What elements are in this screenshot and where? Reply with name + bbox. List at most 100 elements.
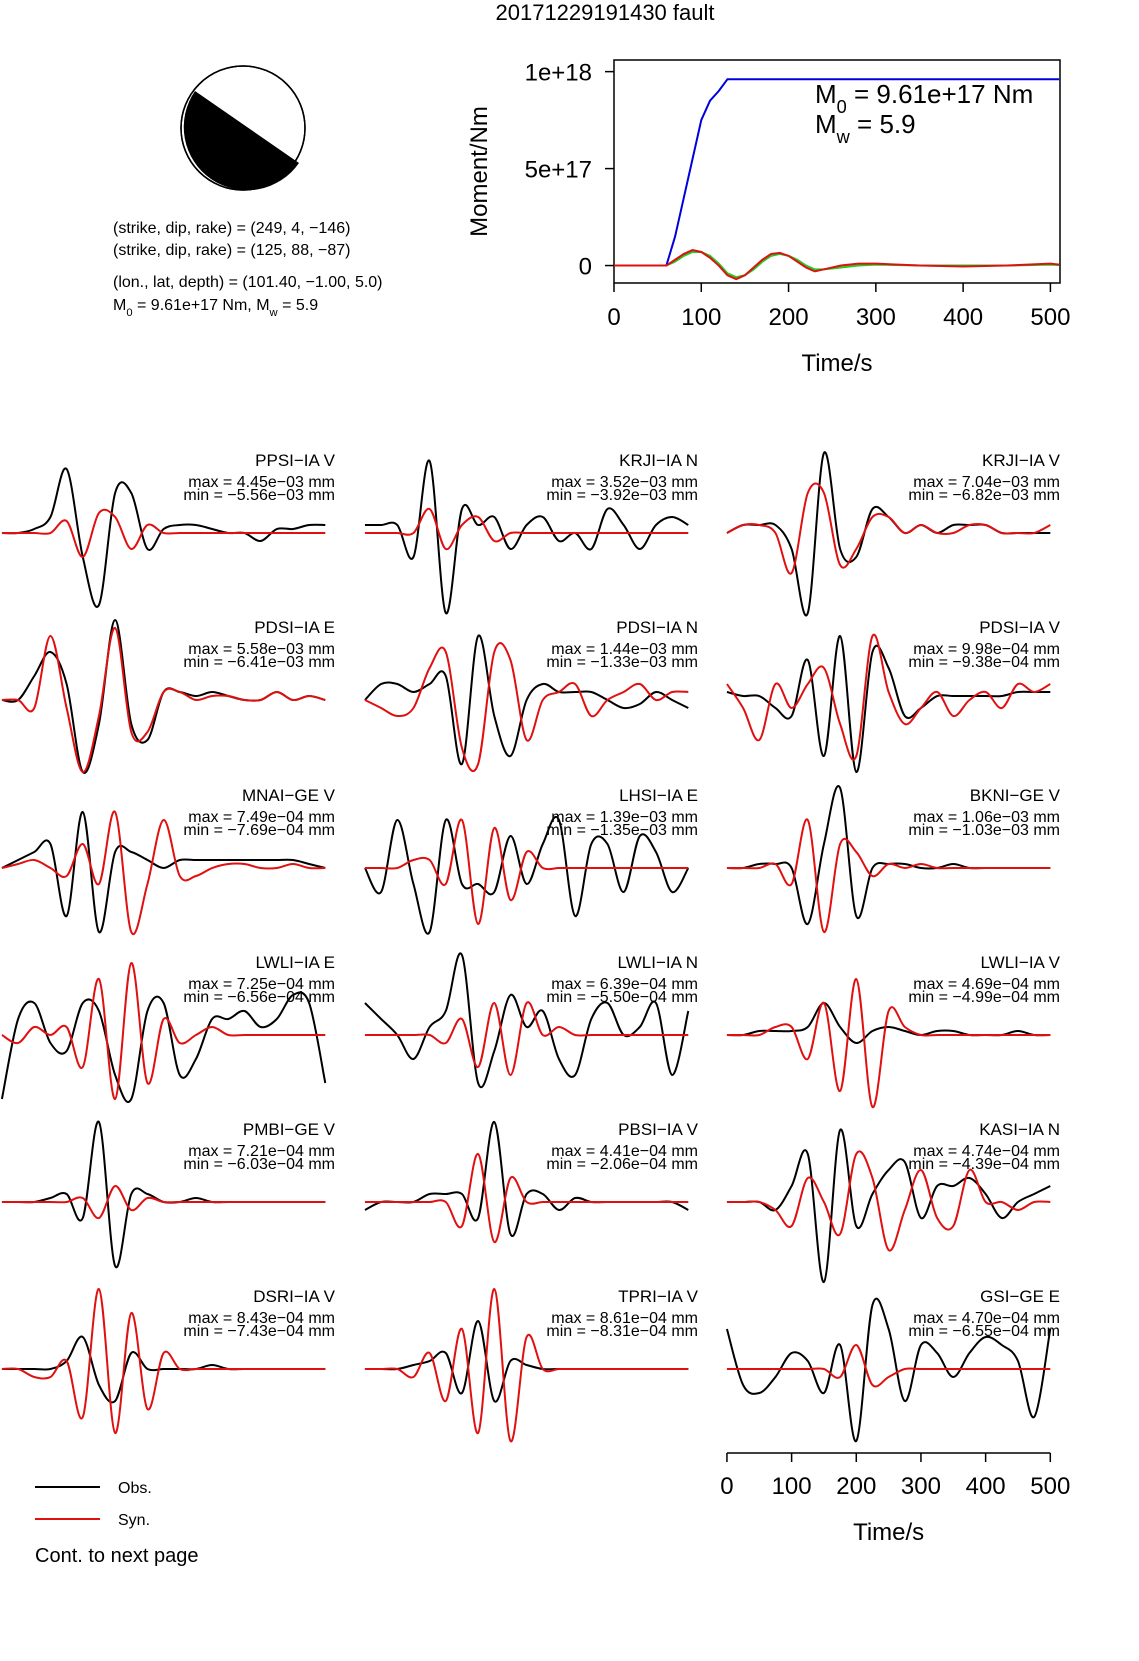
max-label: max = 7.21e−04 mm bbox=[188, 1143, 335, 1160]
trace bbox=[364, 952, 690, 1089]
text-part: w bbox=[269, 307, 279, 319]
station-label: PDSI−IA N bbox=[616, 618, 698, 637]
trace bbox=[364, 507, 689, 551]
station-label: PBSI−IA V bbox=[618, 1120, 699, 1139]
trace bbox=[364, 1152, 689, 1244]
x-tick-label: 300 bbox=[901, 1473, 941, 1500]
max-label: max = 8.61e−04 mm bbox=[551, 1310, 698, 1327]
trace bbox=[1, 961, 326, 1101]
trace bbox=[726, 482, 1051, 575]
text-part: M bbox=[113, 297, 126, 314]
max-label: max = 6.39e−04 mm bbox=[551, 976, 698, 993]
y-tick-label: 1e+18 bbox=[525, 60, 592, 87]
trace bbox=[726, 1150, 1051, 1252]
trace bbox=[726, 977, 1051, 1109]
station-label: PDSI−IA V bbox=[979, 618, 1060, 637]
station-label: BKNI−GE V bbox=[970, 786, 1061, 805]
min-label: min = −1.35e−03 mm bbox=[546, 822, 698, 839]
mechanism-line: (strike, dip, rake) = (125, 88, −87) bbox=[113, 242, 350, 259]
max-label: max = 7.49e−04 mm bbox=[188, 809, 335, 826]
min-label: min = −4.99e−04 mm bbox=[908, 989, 1060, 1006]
min-label: min = −1.33e−03 mm bbox=[546, 654, 698, 671]
trace bbox=[1, 1185, 326, 1220]
trace bbox=[726, 818, 1051, 934]
max-label: max = 8.43e−04 mm bbox=[188, 1310, 335, 1327]
legend-label: Obs. bbox=[118, 1480, 152, 1497]
max-label: max = 4.45e−03 mm bbox=[188, 474, 335, 491]
y-tick-label: 0 bbox=[579, 254, 592, 281]
min-label: min = −7.69e−04 mm bbox=[183, 822, 335, 839]
station-label: LHSI−IA E bbox=[619, 786, 698, 805]
trace bbox=[1, 626, 326, 774]
trace bbox=[726, 1344, 1051, 1388]
x-tick-label: 0 bbox=[720, 1473, 733, 1500]
text-part: M bbox=[815, 109, 837, 139]
trace bbox=[364, 642, 689, 772]
x-tick-label: 100 bbox=[681, 304, 721, 331]
x-tick-label: 300 bbox=[856, 304, 896, 331]
x-tick-label: 400 bbox=[943, 304, 983, 331]
station-label: LWLI−IA E bbox=[255, 953, 335, 972]
text-part: = 5.9 bbox=[850, 109, 916, 139]
max-label: max = 4.69e−04 mm bbox=[913, 976, 1060, 993]
max-label: max = 1.44e−03 mm bbox=[551, 641, 698, 658]
trace bbox=[364, 1001, 689, 1077]
trace bbox=[725, 1297, 1052, 1443]
min-label: min = −2.06e−04 mm bbox=[546, 1156, 698, 1173]
station-label: PPSI−IA V bbox=[255, 451, 336, 470]
max-label: max = 7.04e−03 mm bbox=[913, 474, 1060, 491]
trace bbox=[364, 1120, 689, 1238]
text-part: 0 bbox=[126, 307, 132, 319]
x-tick-label: 0 bbox=[607, 304, 620, 331]
annotation: M0 = 9.61e+17 Nm bbox=[815, 79, 1033, 117]
max-label: max = 1.39e−03 mm bbox=[551, 809, 698, 826]
text-part: = 9.61e+17 Nm bbox=[847, 79, 1033, 109]
x-axis-label: Time/s bbox=[853, 1519, 924, 1546]
trace bbox=[1, 467, 326, 608]
mechanism-line: (lon., lat, depth) = (101.40, −1.00, 5.0… bbox=[113, 274, 383, 291]
trace bbox=[1, 810, 326, 936]
station-label: MNAI−GE V bbox=[242, 786, 336, 805]
min-label: min = −5.56e−03 mm bbox=[183, 487, 335, 504]
station-label: PDSI−IA E bbox=[254, 618, 335, 637]
min-label: min = −5.50e−04 mm bbox=[546, 989, 698, 1006]
moment-line bbox=[614, 248, 1060, 281]
trace bbox=[726, 785, 1051, 926]
min-label: min = −7.43e−04 mm bbox=[183, 1323, 335, 1340]
plot-frame bbox=[613, 59, 1061, 284]
trace bbox=[364, 818, 689, 926]
station-label: DSRI−IA V bbox=[253, 1287, 335, 1306]
trace bbox=[1, 508, 326, 559]
text-part: M bbox=[815, 79, 837, 109]
annotation: Mw = 5.9 bbox=[815, 109, 916, 147]
x-tick-label: 200 bbox=[769, 304, 809, 331]
trace bbox=[726, 633, 1051, 761]
trace bbox=[364, 459, 689, 615]
trace bbox=[1, 1287, 326, 1435]
station-label: LWLI−IA V bbox=[980, 953, 1060, 972]
y-axis-label: Moment/Nm bbox=[466, 106, 493, 237]
x-tick-label: 500 bbox=[1030, 304, 1070, 331]
station-label: TPRI−IA V bbox=[618, 1287, 698, 1306]
trace bbox=[364, 1287, 689, 1443]
min-label: min = −6.41e−03 mm bbox=[183, 654, 335, 671]
station-label: KRJI−IA V bbox=[982, 451, 1061, 470]
text-part: = 5.9 bbox=[278, 297, 319, 314]
station-label: LWLI−IA N bbox=[618, 953, 698, 972]
min-label: min = −6.82e−03 mm bbox=[908, 487, 1060, 504]
max-label: max = 3.52e−03 mm bbox=[551, 474, 698, 491]
title: 20171229191430 fault bbox=[496, 0, 715, 25]
min-label: min = −3.92e−03 mm bbox=[546, 487, 698, 504]
station-label: KRJI−IA N bbox=[619, 451, 698, 470]
moment-line bbox=[614, 78, 1060, 267]
station-label: KASI−IA N bbox=[979, 1120, 1060, 1139]
trace bbox=[726, 634, 1051, 774]
max-label: max = 4.70e−04 mm bbox=[913, 1310, 1060, 1327]
moment-line: M0 = 9.61e+17 Nm, Mw = 5.9 bbox=[113, 297, 318, 319]
max-label: max = 4.74e−04 mm bbox=[913, 1143, 1060, 1160]
y-tick-label: 5e+17 bbox=[525, 157, 592, 184]
beachball bbox=[180, 65, 306, 191]
max-label: max = 4.41e−04 mm bbox=[551, 1143, 698, 1160]
